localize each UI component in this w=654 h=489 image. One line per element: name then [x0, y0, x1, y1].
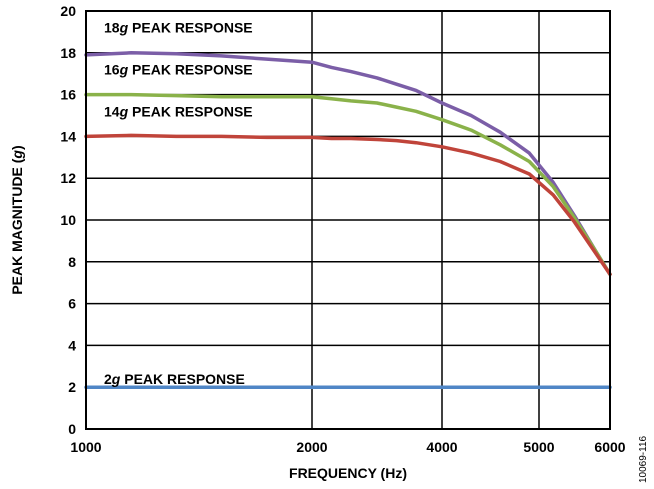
y-axis-label: PEAK MAGNITUDE (g)	[9, 145, 25, 294]
series-line-s18	[84, 51, 612, 277]
series-label-text: PEAK RESPONSE	[128, 103, 252, 119]
series-label-value: 16	[104, 62, 120, 78]
series-label-unit: g	[119, 103, 129, 119]
y-tick-label: 4	[68, 337, 76, 353]
y-tick-label: 16	[60, 87, 76, 103]
y-tick-label: 6	[68, 296, 76, 312]
series-label-text: PEAK RESPONSE	[128, 20, 252, 36]
x-tick-label: 6000	[594, 439, 625, 455]
series-label-text: PEAK RESPONSE	[120, 371, 244, 387]
series-label-unit: g	[119, 62, 129, 78]
series-label-unit: g	[111, 371, 121, 387]
y-tick-label: 2	[68, 379, 76, 395]
y-tick-label: 8	[68, 254, 76, 270]
series-label-text: PEAK RESPONSE	[128, 62, 252, 78]
x-tick-label: 4000	[426, 439, 457, 455]
series-label-value: 2	[104, 371, 112, 387]
series-label-unit: g	[119, 20, 129, 36]
y-axis-label-prefix: PEAK MAGNITUDE (	[9, 158, 25, 294]
x-tick-label: 2000	[296, 439, 327, 455]
series-label-s14: 14g PEAK RESPONSE	[104, 103, 253, 119]
series-label-value: 14	[104, 103, 120, 119]
y-tick-label: 14	[60, 128, 76, 144]
y-tick-label: 12	[60, 170, 76, 186]
series-label-value: 18	[104, 20, 120, 36]
figure-id: 10069-116	[638, 435, 649, 483]
y-tick-label: 18	[60, 45, 76, 61]
y-tick-label: 0	[68, 421, 76, 437]
series-label-s18: 18g PEAK RESPONSE	[104, 20, 253, 36]
x-axis-ticks: 1000 2000 4000 5000 6000	[70, 439, 625, 455]
y-axis-label-suffix: )	[9, 145, 25, 150]
y-axis-ticks: 0 2 4 6 8 10 12 14 16 18 20	[60, 3, 76, 437]
series-line-s14	[84, 133, 612, 277]
series-label-s16: 16g PEAK RESPONSE	[104, 62, 253, 78]
x-axis-label: FREQUENCY (Hz)	[289, 465, 407, 481]
series-line-s16	[84, 92, 612, 277]
series-lines	[84, 51, 612, 389]
x-tick-label: 1000	[70, 439, 101, 455]
series-label-s2: 2g PEAK RESPONSE	[104, 371, 245, 387]
y-tick-label: 20	[60, 3, 76, 19]
y-tick-label: 10	[60, 212, 76, 228]
plot-border	[85, 10, 611, 430]
y-axis-label-unit: g	[9, 150, 25, 160]
x-tick-label: 5000	[523, 439, 554, 455]
